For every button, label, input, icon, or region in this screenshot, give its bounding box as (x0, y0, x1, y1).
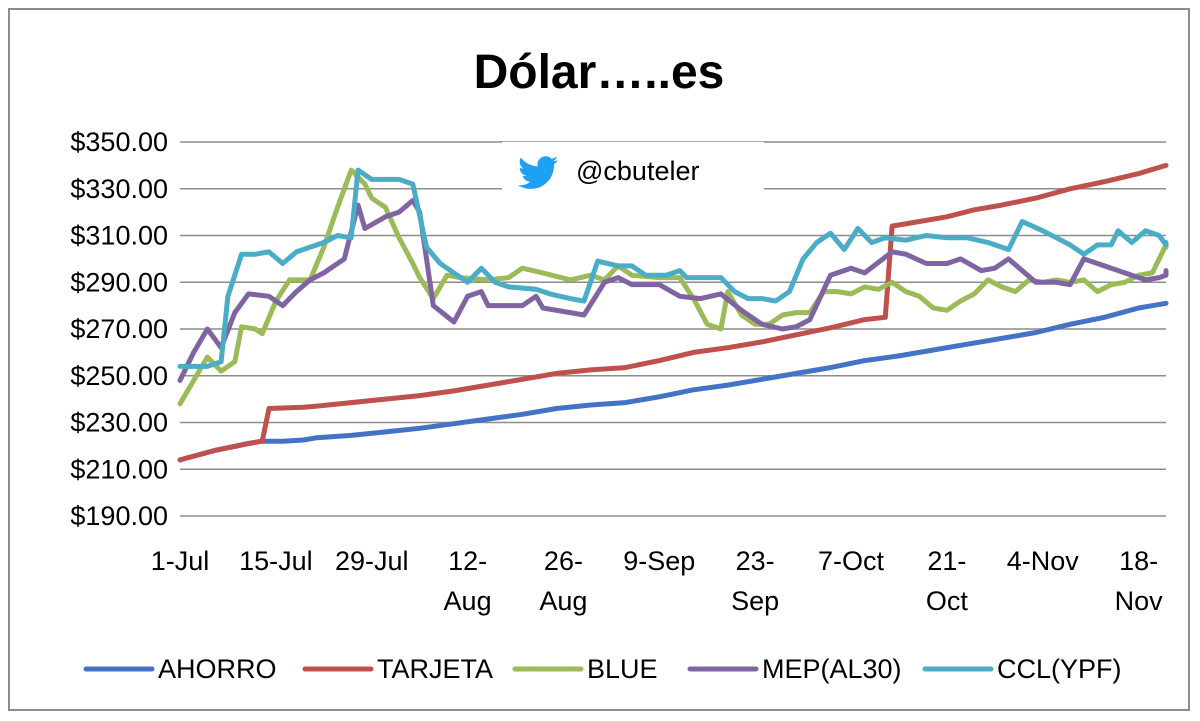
x-tick-label: 4-Nov (1007, 546, 1080, 576)
series-line-mep-al30 (177, 197, 1169, 383)
y-tick-label: $310.00 (70, 221, 168, 251)
y-tick-label: $330.00 (70, 174, 168, 204)
chart-frame: Dólar…..es $190.00 $210.00 $230.00 $250.00 $… (8, 8, 1190, 711)
watermark: @cbuteler (502, 142, 764, 200)
chart-title: Dólar…..es (474, 46, 725, 99)
series-line-ahorro (177, 300, 1169, 463)
legend-label: CCL(YPF) (997, 654, 1122, 684)
y-tick-label: $210.00 (70, 454, 168, 484)
y-tick-label: $190.00 (70, 501, 168, 531)
y-tick-label: $230.00 (70, 408, 168, 438)
x-tick-label: 7-Oct (818, 546, 885, 576)
x-tick-label: 29-Jul (335, 546, 409, 576)
y-tick-label: $290.00 (70, 267, 168, 297)
line-chart: Dólar…..es $190.00$210.00$230.00$250.00$… (70, 46, 1169, 684)
x-tick-label: 1-Jul (151, 546, 210, 576)
x-tick-label: 23-Sep (731, 546, 779, 616)
x-tick-label: 9-Sep (623, 546, 695, 576)
watermark-handle: @cbuteler (576, 156, 699, 186)
y-tick-label: $350.00 (70, 127, 168, 157)
x-tick-labels: 1-Jul 15-Jul 29-Jul 12-Aug 26-Aug 9-Sep 23-Sep… (151, 546, 1163, 616)
legend-label: TARJETA (377, 654, 493, 684)
y-tick-label: $250.00 (70, 361, 168, 391)
x-tick-label: 18-Nov (1115, 546, 1164, 616)
bird-icon (518, 156, 558, 189)
series-line-blue (177, 167, 1169, 407)
series-line-tarjeta (177, 162, 1169, 463)
x-tick-label: 26-Aug (539, 546, 587, 616)
series-line-ccl-ypf (177, 167, 1169, 369)
y-tick-label: $270.00 (70, 314, 168, 344)
series-lines (177, 162, 1169, 463)
legend-label: MEP(AL30) (762, 654, 902, 684)
x-tick-label: 15-Jul (239, 546, 313, 576)
y-tick-labels: $190.00 $210.00 $230.00 $250.00 $270.00 $290.… (70, 127, 168, 531)
legend-label: BLUE (587, 654, 658, 684)
x-tick-label: 12-Aug (444, 546, 492, 616)
legend-label: AHORRO (158, 654, 277, 684)
legend: AHORRO TARJETA BLUE MEP(AL30) CCL(YPF) (83, 654, 1122, 684)
x-tick-label: 21-Oct (926, 546, 969, 616)
